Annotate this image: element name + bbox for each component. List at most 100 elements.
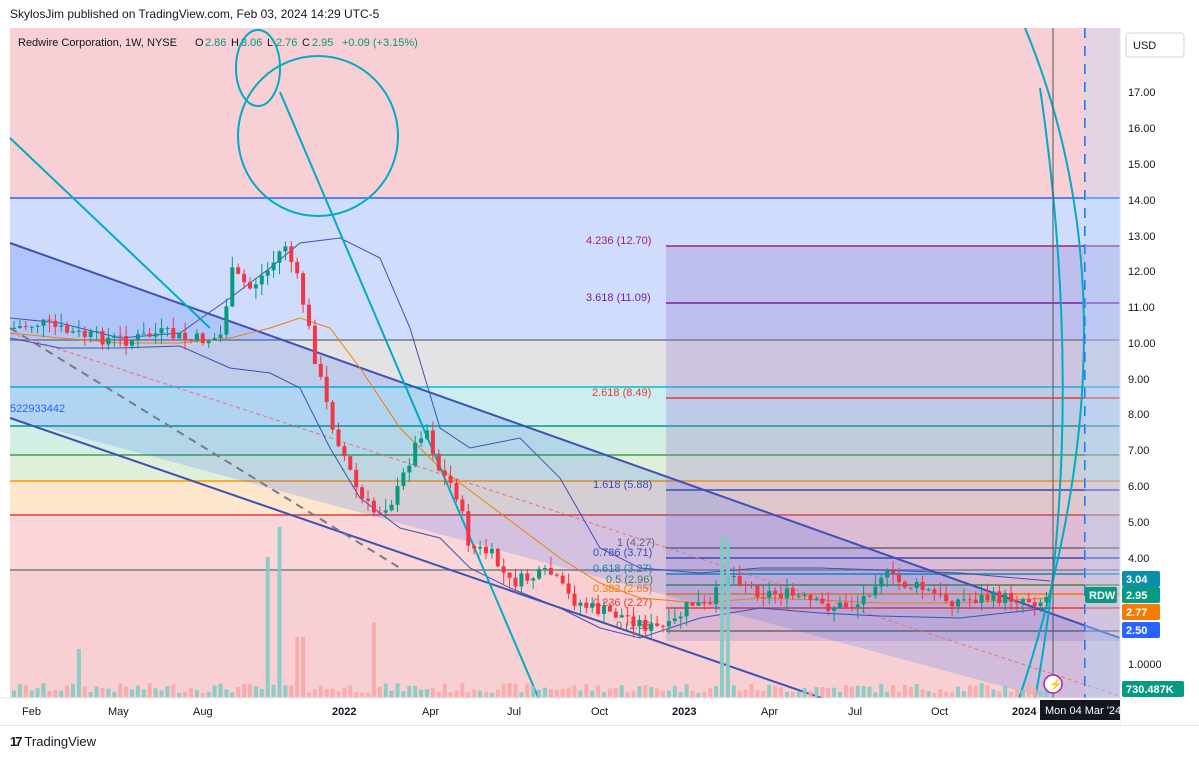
volume-bar <box>543 687 547 697</box>
volume-bar <box>944 691 949 697</box>
candle-body <box>808 594 813 600</box>
candle-body <box>301 273 306 305</box>
candle-body <box>194 333 199 340</box>
candle-body <box>112 335 117 338</box>
time-tick-label: Oct <box>931 706 948 718</box>
candle-body <box>832 607 837 611</box>
candle-body <box>938 593 943 595</box>
time-tick-label: Aug <box>193 706 213 718</box>
time-axis[interactable]: Feb May Aug 2022 Apr Jul Oct 2023 Apr Jul Oct 2024 <box>0 697 1120 725</box>
price-tick-label: 14.00 <box>1128 195 1156 207</box>
volume-bar <box>590 690 595 697</box>
volume-bar <box>59 690 64 697</box>
price-tick-label: 10.00 <box>1128 338 1156 350</box>
volume-bar <box>891 684 896 697</box>
volume-bar <box>1032 688 1037 697</box>
volume-bar <box>206 691 211 697</box>
volume-bar <box>755 689 760 697</box>
candle-body <box>395 486 400 505</box>
candle-body <box>377 512 382 514</box>
candle-body <box>118 335 123 337</box>
volume-bar <box>920 689 925 697</box>
volume-bar <box>224 689 229 697</box>
candle-body <box>755 585 760 598</box>
candle-body <box>997 591 1002 604</box>
candle-body <box>12 327 16 329</box>
candle-body <box>106 337 111 345</box>
candle-body <box>53 320 58 327</box>
candle-body <box>224 306 229 335</box>
candle-body <box>65 325 70 333</box>
time-tick-label: 2023 <box>672 706 696 718</box>
candle-body <box>259 275 264 285</box>
volume-bar <box>560 688 565 697</box>
candle-body <box>366 498 370 501</box>
volume-bar <box>489 692 494 697</box>
lightning-icon-glyph: ⚡ <box>1049 678 1063 691</box>
candle-body <box>171 328 176 339</box>
currency-button[interactable] <box>1125 32 1185 58</box>
candle-body <box>602 605 606 614</box>
candle-body <box>153 333 158 337</box>
candle-body <box>596 603 601 614</box>
volume-bar <box>914 683 919 697</box>
close-label: C <box>302 37 310 49</box>
candle-body <box>708 602 713 605</box>
volume-bar <box>973 685 978 697</box>
price-chart[interactable]: 4.236 (12.70) 3.618 (11.09) 2.618 (8.49) 1.… <box>0 28 1199 725</box>
volume-bar <box>124 686 129 697</box>
volume-bar <box>371 622 376 697</box>
candle-body <box>330 402 335 430</box>
volume-bar <box>584 684 589 697</box>
candle-body <box>218 334 223 339</box>
volume-bar <box>625 692 630 697</box>
candle-body <box>684 602 689 617</box>
candle-body <box>277 251 282 263</box>
volume-bar <box>17 684 22 697</box>
publisher-text: SkylosJim published on TradingView.com, … <box>10 7 380 21</box>
volume-bar <box>596 685 601 697</box>
candle-body <box>873 586 878 596</box>
volume-bar <box>631 690 636 697</box>
high-value: 3.06 <box>241 37 262 49</box>
vertical-markers[interactable] <box>1052 28 1120 698</box>
lightning-icon[interactable] <box>1043 674 1063 694</box>
candle-body <box>1020 599 1025 603</box>
volume-bar <box>926 691 931 697</box>
tradingview-logo[interactable]: 17 TradingView <box>10 734 96 749</box>
candle-body <box>71 331 75 333</box>
candle-body <box>961 599 966 601</box>
volume-bar <box>950 692 955 697</box>
candle-body <box>531 578 536 581</box>
candle-body <box>767 590 772 598</box>
candle-body <box>802 594 807 596</box>
candle-body <box>1038 602 1043 607</box>
volume-bar <box>1020 690 1025 697</box>
candle-body <box>1015 601 1019 603</box>
fib-circles[interactable] <box>9 28 1085 725</box>
candle-body <box>265 270 270 276</box>
time-tick-label: Apr <box>761 706 778 718</box>
candle-body <box>1003 592 1008 604</box>
price-tick-label: 13.00 <box>1128 231 1156 243</box>
candle-body <box>666 621 671 627</box>
volume-bar <box>106 688 111 697</box>
volume-bar <box>318 685 323 697</box>
candle-body <box>489 548 494 554</box>
candle-body <box>23 326 28 328</box>
candlestick-series[interactable] <box>12 241 1049 638</box>
close-value: 2.95 <box>312 37 333 49</box>
candle-body <box>466 511 471 546</box>
candle-body <box>271 262 276 271</box>
candle-body <box>784 588 789 598</box>
candle-body <box>578 602 583 606</box>
volume-bar <box>702 691 707 697</box>
volume-bar <box>395 683 400 697</box>
candle-body <box>495 548 500 567</box>
candle-body <box>124 336 129 346</box>
volume-bar <box>230 692 235 697</box>
candle-body <box>790 588 795 596</box>
candle-body <box>678 616 683 619</box>
time-tick-label: Jul <box>507 706 521 718</box>
price-axis[interactable]: USD 17.00 16.00 15.00 14.00 13.00 12.00 11.00 1… <box>1119 28 1199 725</box>
